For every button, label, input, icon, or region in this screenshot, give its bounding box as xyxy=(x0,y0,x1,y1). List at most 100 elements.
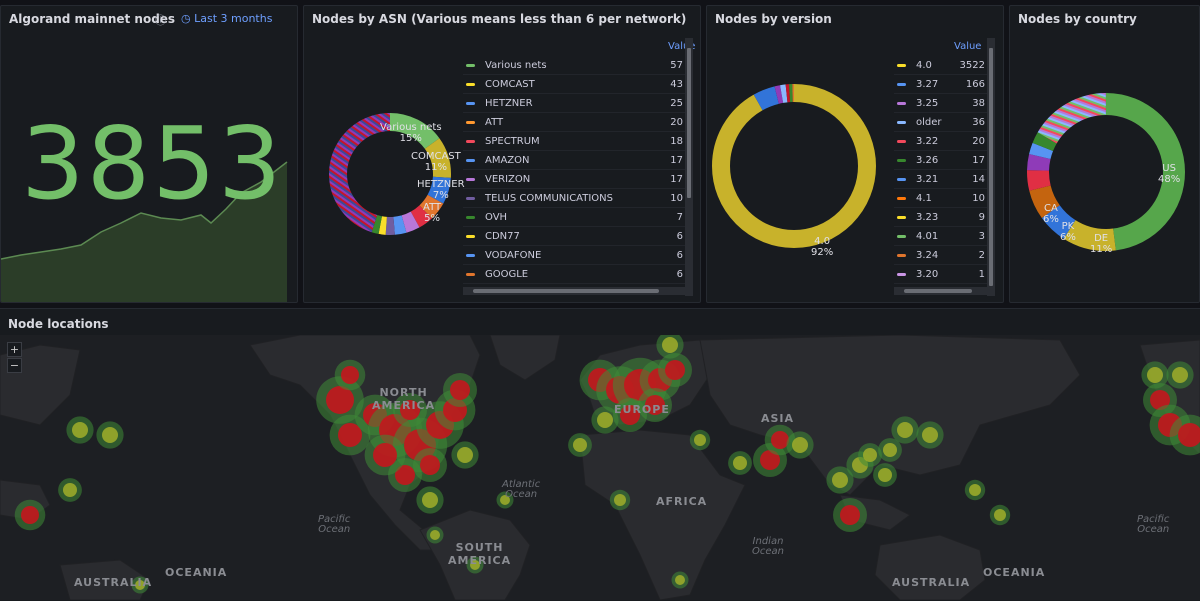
pie-label-hetzner: HETZNER 7% xyxy=(417,179,465,201)
heat-spot xyxy=(102,427,118,443)
legend-item[interactable]: OVH 7 xyxy=(463,208,685,227)
legend-value: 3522 xyxy=(959,60,985,71)
legend-value-header[interactable]: Value xyxy=(954,41,982,52)
slice-other-nets xyxy=(329,113,451,235)
world-map[interactable]: + − NORTH AMERICA EUROPE ASIA AFRICA SOU… xyxy=(0,335,1200,600)
legend-label: 3.27 xyxy=(916,79,939,90)
scroll-thumb[interactable] xyxy=(473,289,659,293)
legend-item[interactable]: SPECTRUM 18 xyxy=(463,132,685,151)
legend-value: 17 xyxy=(670,174,683,185)
legend-item[interactable]: 3.22 20 xyxy=(894,132,987,151)
legend-item[interactable]: 3.25 38 xyxy=(894,94,987,113)
heat-spot xyxy=(457,447,473,463)
legend-value: 57 xyxy=(670,60,683,71)
legend-item[interactable]: AMAZON 17 xyxy=(463,151,685,170)
legend-item[interactable]: 3.21 14 xyxy=(894,170,987,189)
label-asia: ASIA xyxy=(761,412,795,425)
label-atlantic-ocean: Atlantic Ocean xyxy=(502,479,541,500)
label-pacific-ocean: Pacific Ocean xyxy=(318,514,351,535)
legend-value: 14 xyxy=(972,174,985,185)
heat-spot xyxy=(922,427,938,443)
legend-swatch xyxy=(897,140,906,143)
legend-swatch xyxy=(466,64,475,67)
time-range-link[interactable]: ◷ Last 3 months xyxy=(181,12,273,25)
legend-value: 25 xyxy=(670,98,683,109)
legend-item[interactable]: older 36 xyxy=(894,113,987,132)
legend-label: SPECTRUM xyxy=(485,136,540,147)
heat-spot xyxy=(1147,367,1163,383)
label-oceania-right: OCEANIA xyxy=(983,566,1046,579)
heat-spot xyxy=(792,437,808,453)
legend-item[interactable]: GOOGLE 6 xyxy=(463,265,685,284)
heat-spot xyxy=(422,492,438,508)
heat-spot xyxy=(620,405,640,425)
heat-spot xyxy=(1178,423,1200,447)
legend-label: VERIZON xyxy=(485,174,531,185)
heat-spot xyxy=(832,472,848,488)
legend-item[interactable]: Various nets 57 xyxy=(463,56,685,75)
legend-swatch xyxy=(466,102,475,105)
legend-item[interactable]: HETZNER 25 xyxy=(463,94,685,113)
heat-spot xyxy=(326,386,354,414)
zoom-in-button[interactable]: + xyxy=(7,342,22,357)
legend-label: 4.1 xyxy=(916,193,932,204)
heat-spot xyxy=(614,494,626,506)
heat-spot xyxy=(450,380,470,400)
heat-spot xyxy=(1150,390,1170,410)
heat-spot xyxy=(21,506,39,524)
legend-item[interactable]: 4.1 10 xyxy=(894,189,987,208)
legend-swatch xyxy=(897,178,906,181)
legend-label: 3.21 xyxy=(916,174,939,185)
scroll-thumb[interactable] xyxy=(687,48,691,198)
legend-item[interactable]: CDN77 6 xyxy=(463,227,685,246)
panel-title: Algorand mainnet nodes xyxy=(9,12,176,26)
legend-value: 18 xyxy=(670,136,683,147)
label-pacific-ocean-right: Pacific Ocean xyxy=(1137,514,1170,535)
legend-item[interactable]: 4.01 3 xyxy=(894,227,987,246)
legend-item[interactable]: 3.26 17 xyxy=(894,151,987,170)
legend-value: 7 xyxy=(676,212,683,223)
legend-swatch xyxy=(897,216,906,219)
legend-value: 6 xyxy=(676,250,683,261)
legend-value: 10 xyxy=(972,193,985,204)
scroll-thumb[interactable] xyxy=(989,48,993,286)
legend-value-header[interactable]: Value xyxy=(668,41,696,52)
asn-panel: Nodes by ASN (Various means less than 6 … xyxy=(303,5,701,303)
pie-label-us: US 48% xyxy=(1158,163,1181,185)
legend-item[interactable]: ATT 20 xyxy=(463,113,685,132)
legend-item[interactable]: VERIZON 17 xyxy=(463,170,685,189)
legend-swatch xyxy=(466,83,475,86)
pie-label-de: DE 11% xyxy=(1090,233,1113,255)
legend-swatch xyxy=(466,197,475,200)
zoom-out-button[interactable]: − xyxy=(7,358,22,373)
legend-label: 3.23 xyxy=(916,212,939,223)
info-icon[interactable]: ⓘ xyxy=(155,14,166,27)
heat-spot xyxy=(883,443,897,457)
legend-item[interactable]: 3.20 1 xyxy=(894,265,987,284)
heat-spot xyxy=(675,575,685,585)
legend-horizontal-scrollbar[interactable] xyxy=(894,287,987,295)
legend-item[interactable]: 3.24 2 xyxy=(894,246,987,265)
legend-item[interactable]: 3.23 9 xyxy=(894,208,987,227)
heat-spot xyxy=(373,443,397,467)
legend-vertical-scrollbar[interactable] xyxy=(987,38,995,296)
legend-value: 3 xyxy=(978,231,985,242)
heat-spot xyxy=(994,509,1006,521)
continents xyxy=(0,335,1200,600)
legend-item[interactable]: TELUS COMMUNICATIONS 10 xyxy=(463,189,685,208)
label-south-america: SOUTH AMERICA xyxy=(448,541,512,567)
scroll-thumb[interactable] xyxy=(904,289,972,293)
legend-item[interactable]: COMCAST 43 xyxy=(463,75,685,94)
legend-label: VODAFONE xyxy=(485,250,542,261)
heat-spot xyxy=(760,450,780,470)
legend-label: COMCAST xyxy=(485,79,535,90)
legend-horizontal-scrollbar[interactable] xyxy=(463,287,685,295)
legend-vertical-scrollbar[interactable] xyxy=(685,38,693,296)
heat-spot xyxy=(665,360,685,380)
legend-item[interactable]: 4.0 3522 xyxy=(894,56,987,75)
legend-label: 3.25 xyxy=(916,98,939,109)
legend-item[interactable]: 3.27 166 xyxy=(894,75,987,94)
legend-item[interactable]: VODAFONE 6 xyxy=(463,246,685,265)
sparkline xyxy=(1,161,288,302)
heat-spot xyxy=(341,366,359,384)
